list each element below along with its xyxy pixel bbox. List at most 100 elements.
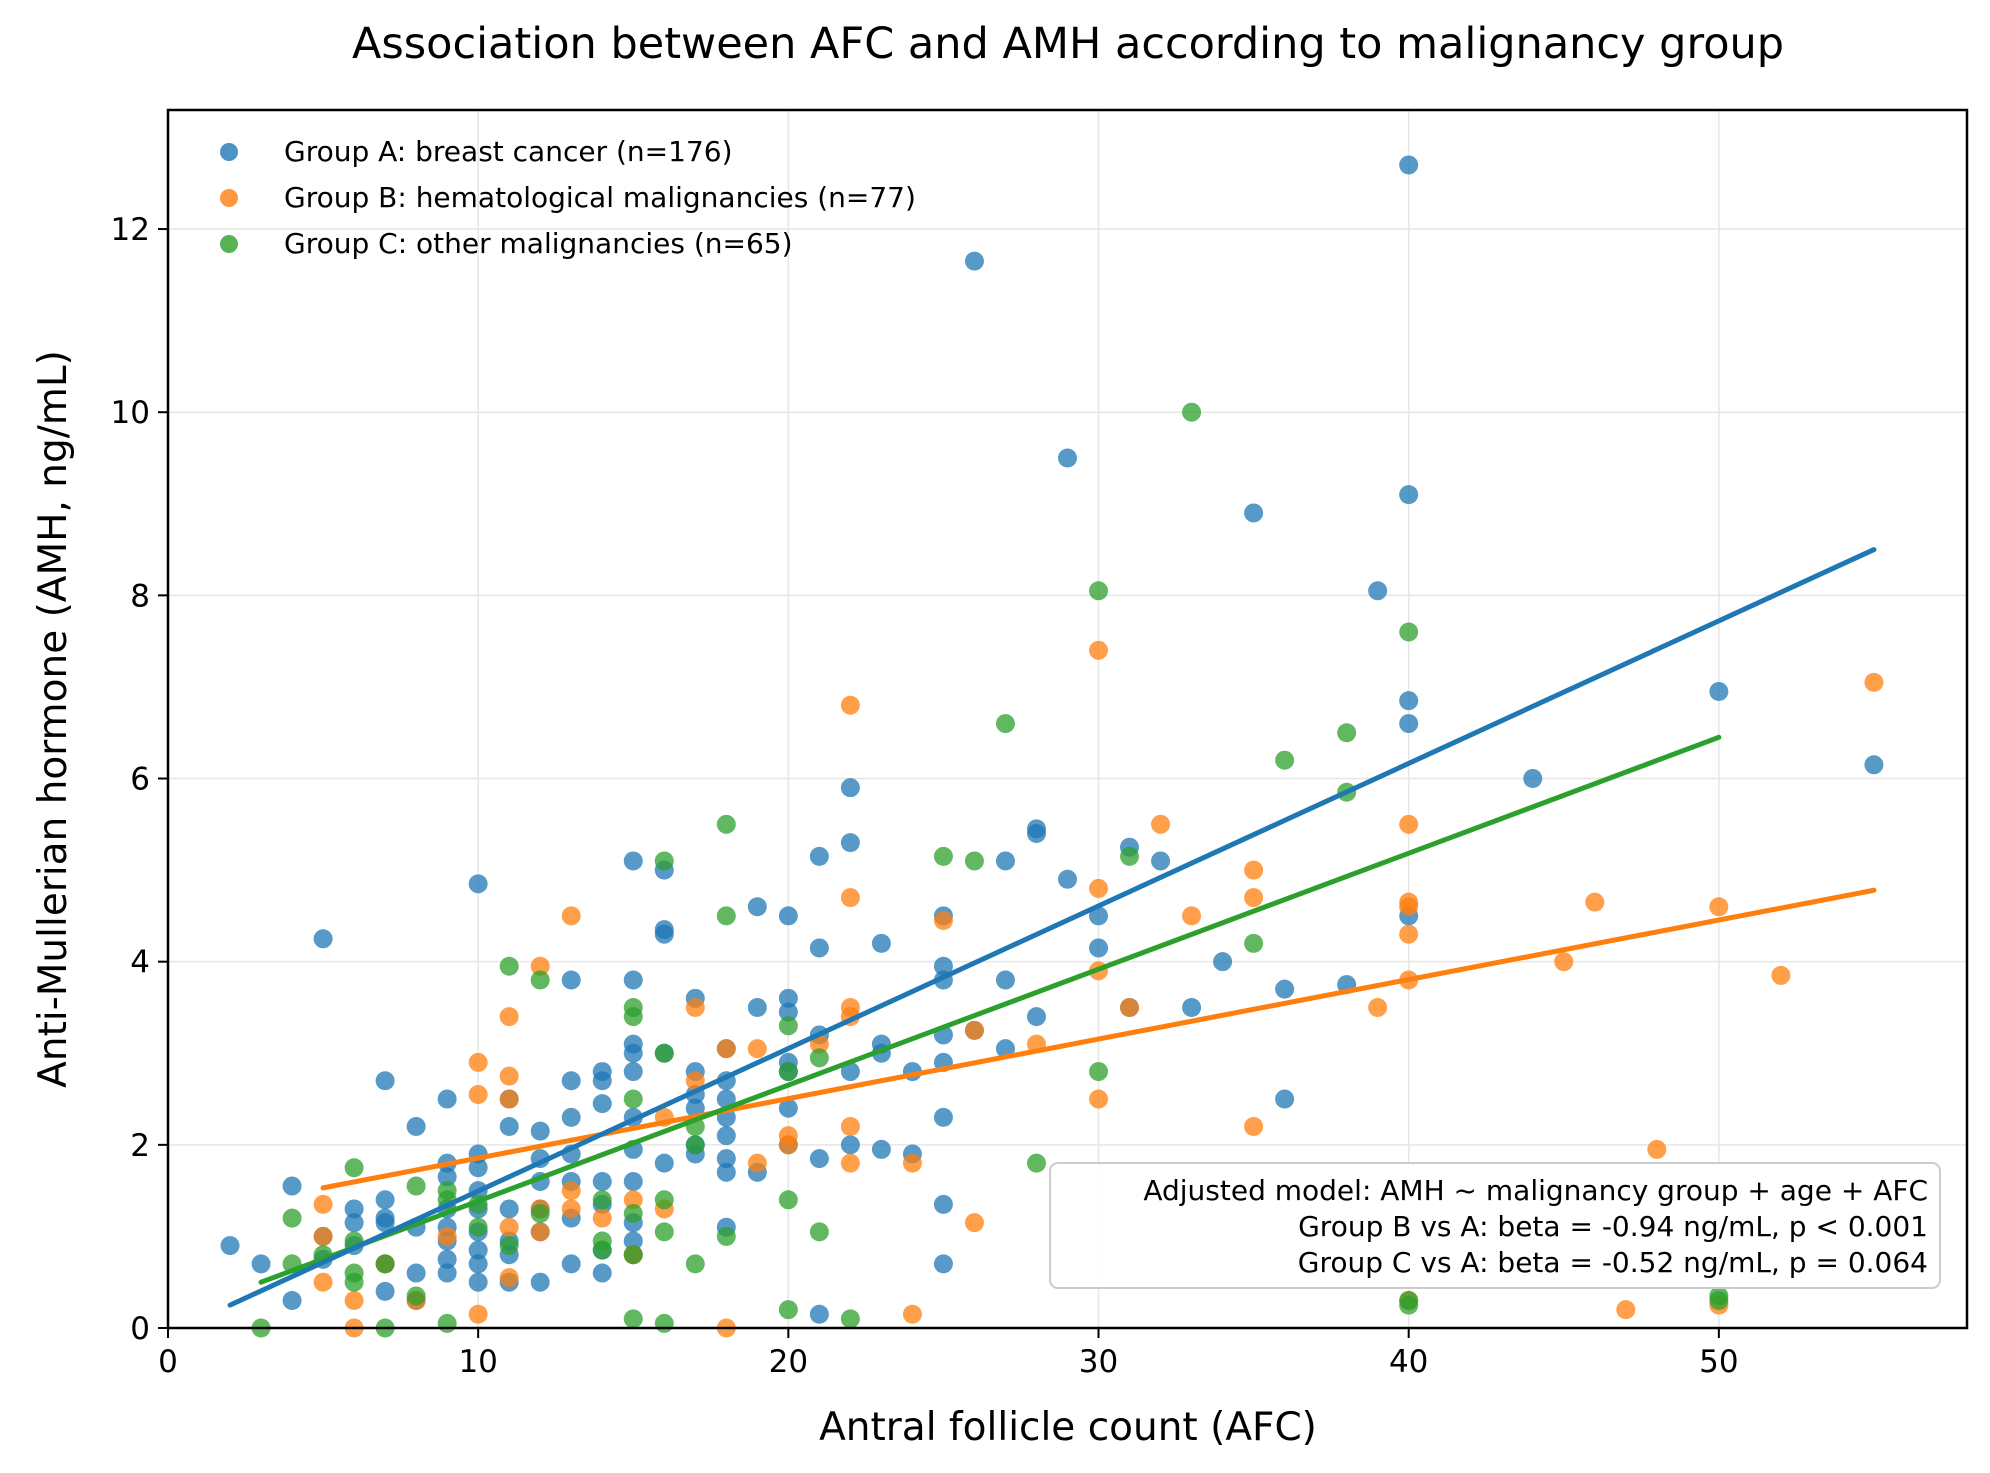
point-group-c bbox=[716, 906, 736, 926]
point-group-b bbox=[592, 1208, 612, 1228]
point-group-a bbox=[313, 929, 333, 949]
point-group-b bbox=[561, 906, 581, 926]
point-group-b bbox=[1771, 965, 1791, 985]
point-group-a bbox=[437, 1167, 457, 1187]
point-group-b bbox=[1182, 906, 1202, 926]
point-group-a bbox=[623, 970, 643, 990]
point-group-b bbox=[1616, 1300, 1636, 1320]
point-group-a bbox=[716, 1162, 736, 1182]
point-group-a bbox=[840, 1135, 860, 1155]
point-group-a bbox=[623, 1171, 643, 1191]
point-group-a bbox=[716, 1089, 736, 1109]
point-group-c bbox=[623, 1089, 643, 1109]
point-group-a bbox=[468, 1158, 488, 1178]
point-group-b bbox=[902, 1304, 922, 1324]
point-group-a bbox=[716, 1126, 736, 1146]
point-group-b bbox=[1647, 1139, 1667, 1159]
point-group-a bbox=[840, 833, 860, 853]
point-group-c bbox=[282, 1208, 302, 1228]
point-group-a bbox=[592, 1171, 612, 1191]
point-group-a bbox=[344, 1199, 364, 1219]
point-group-a bbox=[1089, 906, 1109, 926]
point-group-b bbox=[1864, 672, 1884, 692]
point-group-b bbox=[1399, 924, 1419, 944]
point-group-a bbox=[375, 1281, 395, 1301]
point-group-b bbox=[344, 1291, 364, 1311]
point-group-a bbox=[995, 970, 1015, 990]
point-group-b bbox=[716, 1039, 736, 1059]
point-group-b bbox=[1554, 952, 1574, 972]
point-group-b bbox=[1244, 1117, 1264, 1137]
point-group-a bbox=[654, 1153, 674, 1173]
point-group-b bbox=[747, 1153, 767, 1173]
point-group-a bbox=[778, 906, 798, 926]
point-group-a bbox=[933, 1194, 953, 1214]
point-group-b bbox=[499, 1268, 519, 1288]
annotation-line-3: Group C vs A: beta = -0.52 ng/mL, p = 0.… bbox=[1298, 1246, 1928, 1279]
grid-lines bbox=[167, 110, 1967, 1329]
point-group-c bbox=[654, 1222, 674, 1242]
fit-line-group-c bbox=[258, 734, 1722, 1285]
annotation-line-1: Adjusted model: AMH ~ malignancy group +… bbox=[1143, 1174, 1928, 1207]
legend-label-group-c: Group C: other malignancies (n=65) bbox=[284, 227, 793, 260]
point-group-a bbox=[747, 997, 767, 1017]
point-group-a bbox=[468, 1254, 488, 1274]
point-group-a bbox=[1275, 1089, 1295, 1109]
point-group-c bbox=[1026, 1153, 1046, 1173]
point-group-c bbox=[530, 1204, 550, 1224]
point-group-a bbox=[530, 1121, 550, 1141]
point-group-b bbox=[561, 1199, 581, 1219]
chart-title: Association between AFC and AMH accordin… bbox=[352, 19, 1784, 69]
point-group-a bbox=[1058, 869, 1077, 889]
point-group-b bbox=[964, 1020, 984, 1040]
point-group-a bbox=[282, 1291, 302, 1311]
point-group-b bbox=[840, 1153, 860, 1173]
point-group-a bbox=[871, 1139, 891, 1159]
point-group-a bbox=[1026, 1007, 1046, 1027]
point-group-c bbox=[1089, 581, 1109, 601]
legend-marker-group-c bbox=[220, 235, 238, 253]
point-group-c bbox=[344, 1158, 364, 1178]
regression-lines bbox=[227, 547, 1877, 1308]
point-group-b bbox=[902, 1153, 922, 1173]
point-group-b bbox=[499, 1217, 519, 1237]
point-group-a bbox=[809, 938, 829, 958]
point-group-a bbox=[995, 1039, 1015, 1059]
point-group-a bbox=[437, 1263, 457, 1283]
y-axis-label: Anti-Mullerian hormone (AMH, ng/mL) bbox=[31, 350, 76, 1088]
point-group-a bbox=[592, 1071, 612, 1091]
point-group-a bbox=[1368, 581, 1388, 601]
point-group-a bbox=[1399, 155, 1419, 175]
point-group-b bbox=[468, 1084, 488, 1104]
point-group-a bbox=[933, 1254, 953, 1274]
x-tick-label: 30 bbox=[1079, 1344, 1118, 1380]
point-group-a bbox=[1399, 691, 1419, 711]
point-group-a bbox=[809, 846, 829, 866]
point-group-c bbox=[840, 1309, 860, 1329]
point-group-a bbox=[778, 1098, 798, 1118]
point-group-a bbox=[840, 1062, 860, 1082]
point-group-c bbox=[809, 1048, 829, 1068]
point-group-a bbox=[437, 1249, 457, 1269]
point-group-c bbox=[623, 1204, 643, 1224]
point-group-c bbox=[406, 1286, 426, 1306]
point-group-a bbox=[375, 1190, 395, 1210]
point-group-b bbox=[778, 1135, 798, 1155]
point-group-c bbox=[1337, 723, 1357, 743]
point-group-c bbox=[530, 970, 550, 990]
point-group-c bbox=[1709, 1291, 1729, 1311]
point-group-a bbox=[1275, 979, 1295, 999]
legend-label-group-b: Group B: hematological malignancies (n=7… bbox=[284, 181, 916, 214]
point-group-a bbox=[561, 970, 581, 990]
point-group-a bbox=[809, 1149, 829, 1169]
point-group-a bbox=[561, 1254, 581, 1274]
point-group-a bbox=[685, 1098, 705, 1118]
point-group-a bbox=[406, 1263, 426, 1283]
point-group-c bbox=[623, 1245, 643, 1265]
point-group-b bbox=[1089, 1089, 1109, 1109]
point-group-a bbox=[468, 1240, 488, 1260]
legend: Group A: breast cancer (n=176) Group B: … bbox=[220, 135, 916, 260]
point-group-a bbox=[933, 1107, 953, 1127]
point-group-a bbox=[1213, 952, 1233, 972]
annotation-background bbox=[1049, 1162, 1941, 1289]
